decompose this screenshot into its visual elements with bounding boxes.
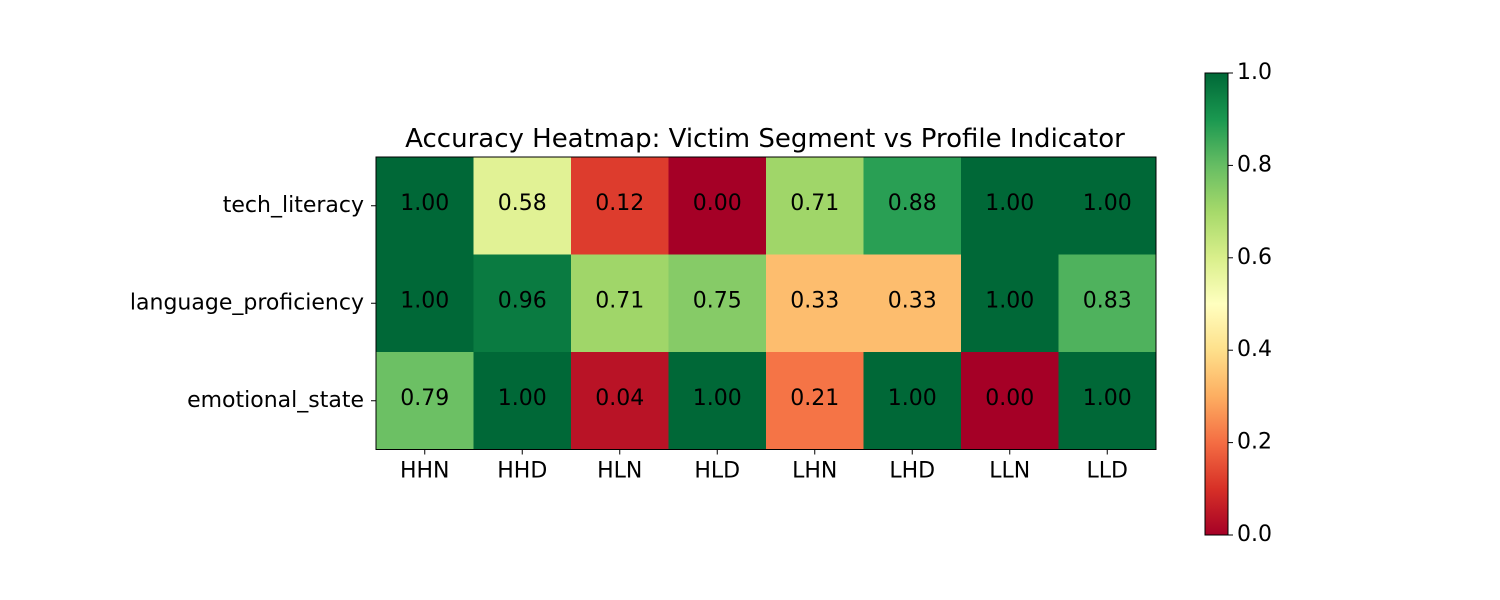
x-tick-label: HHN: [400, 459, 450, 484]
colorbar-tick-label: 0.0: [1237, 522, 1272, 547]
y-axis-ticks: tech_literacy language_proficiencyemotion…: [130, 193, 376, 413]
heatmap-cell: [1058, 157, 1157, 255]
cell-value-label: 0.04: [595, 386, 644, 411]
heatmap-cell: [961, 157, 1059, 255]
heatmap-cell: [376, 352, 474, 450]
cell-value-label: 0.79: [400, 386, 449, 411]
cell-value-label: 1.00: [498, 386, 547, 411]
cell-value-label: 1.00: [400, 288, 449, 313]
colorbar-tick-label: 0.6: [1237, 245, 1272, 270]
heatmap-cell: [668, 157, 767, 255]
cell-value-label: 0.33: [888, 288, 937, 313]
cell-value-label: 1.00: [1083, 386, 1132, 411]
heatmap-cell: [473, 254, 572, 353]
cell-value-label: 1.00: [693, 386, 742, 411]
cell-value-label: 1.00: [1083, 191, 1132, 216]
y-tick-label: language_proficiency: [130, 290, 364, 315]
cell-value-label: 1.00: [985, 191, 1034, 216]
cell-value-label: 0.58: [498, 191, 547, 216]
colorbar-tick-label: 0.4: [1237, 337, 1272, 362]
heatmap-cells: 1.00 0.58 0.12 0.00 0.71 0.88 1.00 1.00 1.00 0.96…: [375, 156, 1157, 450]
y-tick-label: tech_literacy: [223, 193, 364, 218]
colorbar-ticks: 0.0 0.2 0.4 0.6 0.8 1.0: [1228, 60, 1272, 547]
cell-value-label: 0.88: [888, 191, 937, 216]
heatmap-cell: [668, 254, 767, 353]
cell-value-label: 0.71: [790, 191, 839, 216]
heatmap-cell: [1058, 352, 1157, 450]
x-tick-label: LHD: [889, 459, 935, 484]
cell-value-label: 1.00: [400, 191, 449, 216]
x-tick-label: LLN: [989, 459, 1030, 484]
colorbar-tick-label: 1.0: [1237, 60, 1272, 85]
heatmap-cell: [766, 157, 864, 255]
heatmap-cell: [473, 157, 572, 255]
heatmap-cell: [376, 157, 474, 255]
x-tick-label: HHD: [497, 459, 547, 484]
cell-value-label: 0.33: [790, 288, 839, 313]
cell-value-label: 0.12: [595, 191, 644, 216]
chart-title: Accuracy Heatmap: Victim Segment vs Prof…: [405, 124, 1125, 154]
heatmap-cell: [961, 352, 1059, 450]
cell-value-label: 0.75: [693, 288, 742, 313]
x-tick-label: LHN: [792, 459, 837, 484]
heatmap-cell: [668, 352, 767, 450]
y-tick-label: emotional_state: [187, 388, 364, 413]
cell-value-label: 0.71: [595, 288, 644, 313]
heatmap-cell: [863, 352, 962, 450]
x-tick-label: LLD: [1087, 459, 1128, 484]
cell-value-label: 0.83: [1083, 288, 1132, 313]
cell-value-label: 0.21: [790, 386, 839, 411]
heatmap-cell: [571, 157, 669, 255]
heatmap-cell: [961, 254, 1059, 353]
cell-value-label: 1.00: [985, 288, 1034, 313]
cell-value-label: 0.96: [498, 288, 547, 313]
cell-value-label: 1.00: [888, 386, 937, 411]
colorbar: 0.0 0.2 0.4 0.6 0.8 1.0: [1204, 60, 1272, 547]
heatmap-cell: [1058, 254, 1157, 353]
heatmap-cell: [571, 352, 669, 450]
heatmap-cell: [766, 352, 864, 450]
colorbar-tick-label: 0.2: [1237, 430, 1272, 455]
heatmap-cell: [863, 157, 962, 255]
cell-value-label: 0.00: [693, 191, 742, 216]
heatmap-cell: [473, 352, 572, 450]
x-tick-label: HLN: [597, 459, 642, 484]
heatmap-cell: [571, 254, 669, 353]
colorbar-tick-label: 0.8: [1237, 152, 1272, 177]
heatmap-cell: [766, 254, 864, 353]
x-axis-ticks: HHN HHD HLN HLD LHN LHD LLN LLD: [400, 449, 1128, 484]
cell-value-label: 0.00: [985, 386, 1034, 411]
x-tick-label: HLD: [694, 459, 740, 484]
colorbar-gradient: [1204, 72, 1229, 536]
heatmap-cell: [376, 254, 474, 353]
heatmap-cell: [863, 254, 962, 353]
